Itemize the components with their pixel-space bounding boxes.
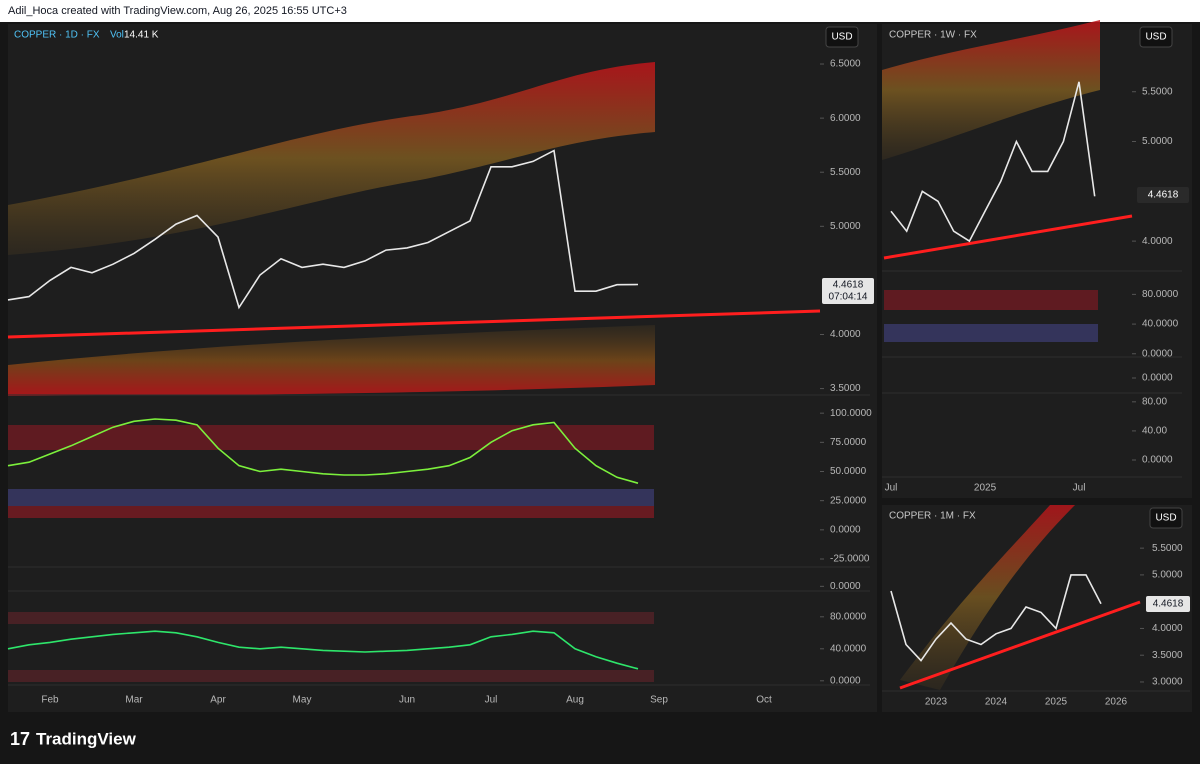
y-tick-label: 0.0000 (1142, 348, 1173, 359)
y-tick-label: 0.0000 (830, 581, 861, 592)
price-line (7, 418, 639, 484)
price-label-box (1137, 187, 1189, 203)
x-tick-label: Feb (41, 695, 59, 706)
y-tick-label: -25.0000 (830, 554, 870, 565)
upper-band (8, 62, 655, 255)
header-bar (0, 0, 1200, 22)
y-tick-label: 3.0000 (1152, 677, 1183, 688)
y-tick-label: 4.0000 (1142, 236, 1173, 247)
y-tick-label: 0.0000 (1142, 455, 1173, 466)
currency-button[interactable] (1139, 26, 1173, 48)
x-tick-label: Sep (650, 695, 668, 706)
y-tick-label: 0.0000 (830, 675, 861, 686)
price-line (7, 630, 639, 670)
currency-button[interactable] (825, 26, 859, 48)
x-tick-label: 2025 (1045, 697, 1068, 708)
y-tick-label: 50.0000 (830, 466, 867, 477)
y-tick-label: 6.5000 (830, 59, 861, 70)
monthly-band (900, 505, 1075, 690)
x-tick-label: Jul (485, 695, 498, 706)
volume-value: 14.41 K (124, 30, 159, 41)
y-tick-label: 40.00 (1142, 426, 1167, 437)
last-price: 4.4618 (1153, 599, 1184, 610)
price-line (7, 149, 639, 310)
volume-label: Vol (110, 30, 124, 41)
weekly-trend-line (883, 214, 1133, 260)
x-tick-label: Jul (885, 483, 898, 494)
footer-text: TradingView (36, 729, 137, 748)
y-tick-label: 4.0000 (830, 329, 861, 340)
symbol-legend: COPPER · 1M · FX (889, 511, 976, 522)
y-tick-label: 0.0000 (830, 524, 861, 535)
lower-band (8, 325, 655, 396)
y-tick-label: 5.5000 (1142, 86, 1173, 97)
x-tick-label: Apr (210, 695, 226, 706)
price-label-box (1146, 596, 1190, 612)
y-tick-label: 6.0000 (830, 113, 861, 124)
trend-line (7, 309, 821, 339)
currency[interactable]: USD (831, 32, 852, 43)
currency[interactable]: USD (1155, 513, 1176, 524)
x-tick-label: 2024 (985, 697, 1008, 708)
x-tick-label: Jul (1073, 483, 1086, 494)
header-text: Adil_Hoca created with TradingView.com, … (8, 5, 347, 17)
last-price: 4.4618 (1148, 190, 1179, 201)
oversold-zone-red (8, 506, 654, 518)
countdown: 07:04:14 (829, 292, 868, 303)
y-tick-label: 25.0000 (830, 495, 867, 506)
rsi-high-zone (8, 612, 654, 624)
x-tick-label: 2025 (974, 483, 997, 494)
y-tick-label: 100.0000 (830, 408, 872, 419)
x-tick-label: Jun (399, 695, 415, 706)
weekly-zone-low (884, 324, 1098, 342)
last-price: 4.4618 (833, 280, 864, 291)
weekly-zone (884, 290, 1098, 310)
symbol-legend: COPPER · 1D · FX (14, 30, 100, 41)
y-tick-label: 5.0000 (830, 221, 861, 232)
price-label-box (822, 278, 874, 304)
y-tick-label: 80.00 (1142, 396, 1167, 407)
oversold-zone (8, 489, 654, 506)
rsi-low-zone (8, 670, 654, 682)
y-tick-label: 80.0000 (830, 611, 867, 622)
x-tick-label: 2026 (1105, 697, 1128, 708)
currency[interactable]: USD (1145, 32, 1166, 43)
monthly-trend-line (899, 600, 1141, 690)
y-tick-label: 5.5000 (830, 167, 861, 178)
currency-button[interactable] (1149, 507, 1183, 529)
y-tick-label: 40.0000 (830, 643, 867, 654)
x-tick-label: Aug (566, 695, 584, 706)
price-line (890, 81, 1096, 243)
price-line (890, 574, 1102, 662)
y-tick-label: 5.5000 (1152, 543, 1183, 554)
y-tick-label: 0.0000 (1142, 373, 1173, 384)
x-tick-label: Oct (756, 695, 772, 706)
footer-logo: 17 (10, 729, 30, 749)
x-tick-label: May (293, 695, 312, 706)
y-tick-label: 3.5000 (830, 383, 861, 394)
x-tick-label: Mar (125, 695, 143, 706)
y-tick-label: 4.0000 (1152, 623, 1183, 634)
overbought-zone (8, 425, 654, 450)
y-tick-label: 75.0000 (830, 437, 867, 448)
y-tick-label: 80.0000 (1142, 289, 1179, 300)
y-tick-label: 5.0000 (1142, 136, 1173, 147)
y-tick-label: 5.0000 (1152, 570, 1183, 581)
symbol-legend: COPPER · 1W · FX (889, 30, 977, 41)
y-tick-label: 40.0000 (1142, 319, 1179, 330)
x-tick-label: 2023 (925, 697, 948, 708)
y-tick-label: 3.5000 (1152, 650, 1183, 661)
weekly-band (882, 20, 1100, 160)
